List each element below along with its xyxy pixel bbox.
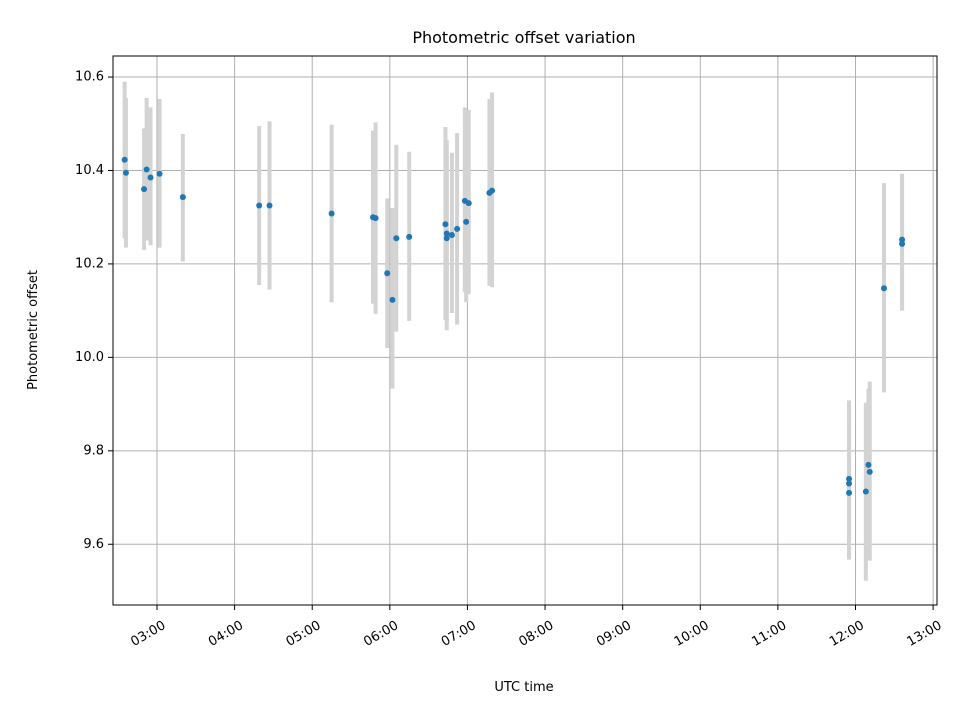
data-point — [266, 202, 273, 209]
x-tick-label: 06:00 — [361, 618, 401, 650]
data-point — [443, 230, 450, 237]
y-tick-label: 9.6 — [83, 537, 104, 552]
data-point — [465, 200, 472, 207]
x-tick-label: 07:00 — [439, 618, 479, 650]
data-point — [443, 235, 450, 242]
y-axis-label: Photometric offset — [26, 270, 41, 390]
y-tick-label: 10.6 — [75, 70, 104, 85]
x-tick-label: 12:00 — [827, 618, 867, 650]
plot-frame — [112, 55, 938, 606]
data-point — [865, 461, 872, 468]
data-points — [121, 156, 906, 496]
x-tick-label: 09:00 — [594, 618, 634, 650]
data-point — [389, 296, 396, 303]
data-point — [121, 156, 128, 163]
data-point — [489, 187, 496, 194]
data-point — [156, 170, 163, 177]
x-tick-label: 13:00 — [905, 618, 945, 650]
data-point — [147, 174, 154, 181]
data-point — [454, 225, 461, 232]
data-point — [846, 480, 853, 487]
data-point — [256, 202, 263, 209]
grid-lines — [113, 56, 937, 605]
data-point — [442, 221, 449, 228]
x-axis-label: UTC time — [494, 680, 553, 695]
data-point — [846, 489, 853, 496]
y-tick-label: 10.4 — [75, 163, 104, 178]
data-point — [880, 285, 887, 292]
y-tick-label: 10.2 — [75, 256, 104, 271]
data-point — [406, 233, 413, 240]
data-point — [179, 194, 186, 201]
x-tick-label: 11:00 — [749, 618, 789, 650]
data-point — [393, 235, 400, 242]
y-tick-label: 10.0 — [75, 350, 104, 365]
y-tick-label: 9.8 — [83, 443, 104, 458]
data-point — [862, 488, 869, 495]
data-point — [899, 236, 906, 243]
x-tick-label: 10:00 — [672, 618, 712, 650]
data-point — [372, 215, 379, 222]
data-point — [463, 218, 470, 225]
data-point — [899, 240, 906, 247]
error-bars — [122, 81, 905, 581]
data-point — [384, 270, 391, 277]
x-tick-label: 04:00 — [206, 618, 246, 650]
data-point — [846, 475, 853, 482]
data-point — [143, 166, 150, 173]
data-point — [122, 169, 129, 176]
data-point — [141, 186, 148, 193]
x-tick-label: 03:00 — [128, 618, 168, 650]
chart-title: Photometric offset variation — [412, 28, 635, 47]
data-point — [448, 231, 455, 238]
axis-ticks: 03:00 04:00 05:00 06:00 07:00 08:00 09:00 10:00… — [75, 70, 944, 650]
data-point — [328, 210, 335, 217]
x-tick-label: 05:00 — [284, 618, 324, 650]
data-point — [866, 468, 873, 475]
x-tick-label: 08:00 — [516, 618, 556, 650]
